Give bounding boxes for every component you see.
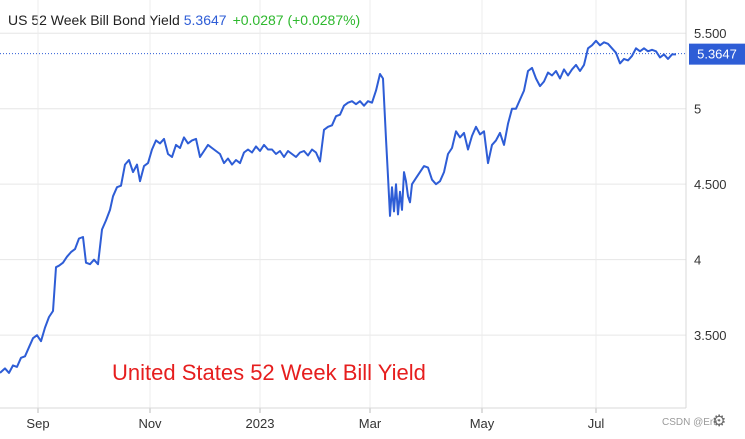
current-value-badge-bg [689, 43, 745, 65]
x-tick-label-4: May [470, 416, 495, 431]
watermark: CSDN @Eric [662, 417, 721, 428]
chart-annotation: United States 52 Week Bill Yield [112, 360, 426, 385]
x-tick-label-1: Nov [138, 416, 162, 431]
chart-header: US 52 Week Bill Bond Yield 5.3647 +0.0287 … [8, 12, 360, 28]
y-tick-labels: 3.500 4 4.500 5 5.500 [694, 26, 727, 343]
current-value-badge-label: 5.3647 [697, 47, 737, 62]
x-tick-labels: Sep Nov 2023 Mar May Jul [26, 416, 604, 431]
yield-change: +0.0287 (+0.0287%) [232, 12, 361, 28]
x-tick-label-2: 2023 [246, 416, 275, 431]
x-tick-label-0: Sep [26, 416, 49, 431]
x-grid [37, 0, 597, 413]
x-tick-label-5: Jul [588, 416, 605, 431]
y-tick-label-4: 5.500 [694, 26, 727, 41]
yield-series-line [0, 39, 676, 374]
x-tick-label-3: Mar [359, 416, 382, 431]
chart-title: US 52 Week Bill Bond Yield [8, 12, 180, 28]
gear-icon[interactable]: ⚙ [712, 413, 727, 430]
y-tick-label-0: 3.500 [694, 328, 727, 343]
y-tick-label-1: 4 [694, 253, 701, 268]
current-yield-value: 5.3647 [183, 12, 227, 28]
y-tick-label-3: 5 [694, 102, 701, 117]
y-tick-label-2: 4.500 [694, 177, 727, 192]
y-grid [0, 32, 686, 336]
current-value-badge: 5.3647 [689, 43, 745, 65]
